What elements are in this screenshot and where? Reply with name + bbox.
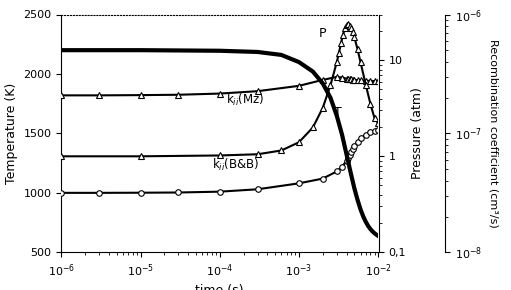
Y-axis label: Temperature (K): Temperature (K) <box>5 83 18 184</box>
Text: k$_{ii}$(B&B): k$_{ii}$(B&B) <box>212 157 260 173</box>
Text: T: T <box>334 106 342 119</box>
Y-axis label: Recombination coefficient (cm³/s): Recombination coefficient (cm³/s) <box>489 39 499 228</box>
X-axis label: time (s): time (s) <box>196 284 244 290</box>
Y-axis label: Pressure (atm): Pressure (atm) <box>411 88 425 179</box>
Text: k$_{ii}$(Mz): k$_{ii}$(Mz) <box>226 92 264 108</box>
Text: P: P <box>319 27 327 40</box>
